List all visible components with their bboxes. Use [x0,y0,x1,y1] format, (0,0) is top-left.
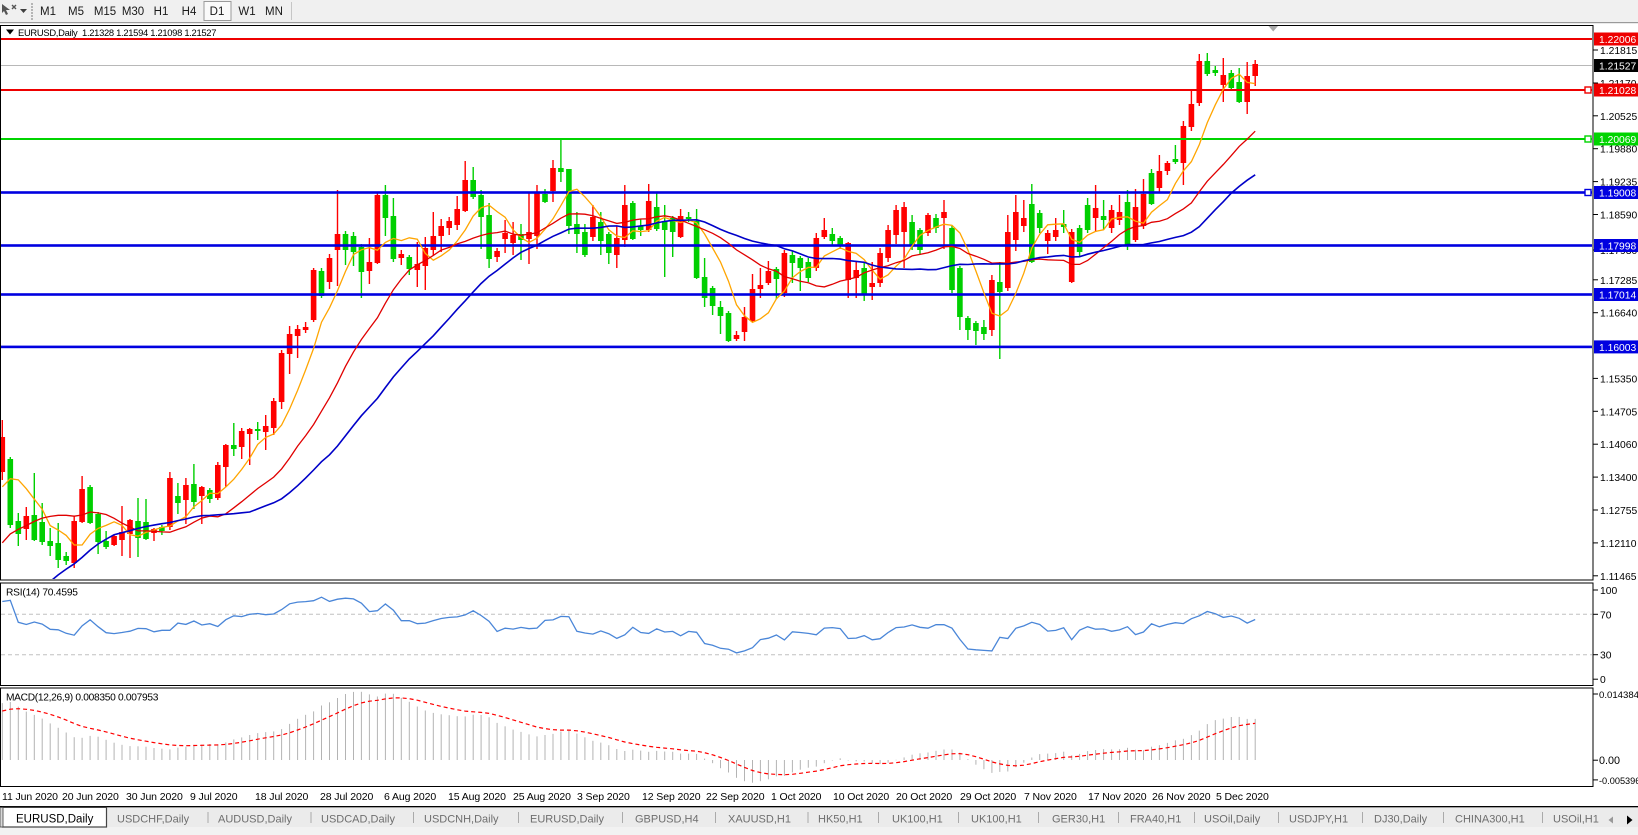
svg-text:USDCAD,Daily: USDCAD,Daily [321,814,395,826]
svg-text:H4: H4 [182,6,197,18]
svg-text:7 Nov 2020: 7 Nov 2020 [1024,791,1077,803]
svg-text:1.16003: 1.16003 [1599,343,1636,354]
svg-text:GBPUSD,H4: GBPUSD,H4 [635,814,699,826]
svg-text:29 Oct 2020: 29 Oct 2020 [960,791,1016,803]
svg-text:1.17285: 1.17285 [1600,276,1637,287]
svg-text:1.20069: 1.20069 [1599,135,1636,146]
svg-text:1.20525: 1.20525 [1600,112,1637,123]
svg-text:M15: M15 [94,6,116,18]
svg-text:1.19008: 1.19008 [1599,189,1636,200]
svg-text:1.22006: 1.22006 [1599,35,1636,46]
svg-text:UK100,H1: UK100,H1 [971,814,1022,826]
svg-text:30 Jun 2020: 30 Jun 2020 [126,791,183,803]
svg-text:0.00: 0.00 [1599,755,1620,767]
svg-text:1.12755: 1.12755 [1600,506,1637,517]
svg-text:1.14060: 1.14060 [1600,440,1637,451]
svg-text:5 Dec 2020: 5 Dec 2020 [1216,791,1269,803]
svg-text:EURUSD,Daily 1.21328 1.21594: EURUSD,Daily 1.21328 1.21594 1.21098 1.2… [18,27,216,38]
svg-text:H1: H1 [154,6,169,18]
svg-text:1.15350: 1.15350 [1600,374,1637,385]
svg-text:-0.005396: -0.005396 [1599,776,1638,786]
svg-text:1.13400: 1.13400 [1600,473,1637,484]
svg-text:EURUSD,Daily: EURUSD,Daily [530,814,604,826]
svg-text:1.16640: 1.16640 [1600,309,1637,320]
svg-text:6 Aug 2020: 6 Aug 2020 [384,791,436,803]
svg-text:GER30,H1: GER30,H1 [1052,814,1105,826]
svg-text:17 Nov 2020: 17 Nov 2020 [1088,791,1147,803]
svg-text:USOil,H1: USOil,H1 [1553,814,1599,826]
svg-text:1.19235: 1.19235 [1600,178,1637,189]
svg-text:MACD(12,26,9) 0.008350 0.00795: MACD(12,26,9) 0.008350 0.007953 [6,693,159,704]
svg-text:1.12110: 1.12110 [1600,539,1637,550]
svg-text:USOil,Daily: USOil,Daily [1204,814,1261,826]
svg-text:AUDUSD,Daily: AUDUSD,Daily [218,814,292,826]
svg-text:15 Aug 2020: 15 Aug 2020 [448,791,506,803]
svg-text:10 Oct 2020: 10 Oct 2020 [833,791,889,803]
svg-text:22 Sep 2020: 22 Sep 2020 [706,791,765,803]
svg-text:11 Jun 2020: 11 Jun 2020 [2,791,58,803]
svg-text:RSI(14) 70.4595: RSI(14) 70.4595 [6,588,78,599]
svg-text:1.18590: 1.18590 [1600,211,1637,222]
svg-text:70: 70 [1600,610,1612,621]
svg-text:CHINA300,H1: CHINA300,H1 [1455,814,1525,826]
svg-text:100: 100 [1600,586,1617,597]
svg-text:UK100,H1: UK100,H1 [892,814,943,826]
svg-text:3 Sep 2020: 3 Sep 2020 [577,791,630,803]
svg-text:EURUSD,Daily: EURUSD,Daily [16,814,94,826]
svg-text:M1: M1 [40,6,56,18]
svg-text:18 Jul 2020: 18 Jul 2020 [255,791,308,803]
svg-text:1.21527: 1.21527 [1599,62,1636,73]
svg-text:USDCNH,Daily: USDCNH,Daily [424,814,499,826]
svg-text:26 Nov 2020: 26 Nov 2020 [1152,791,1211,803]
svg-text:1.19880: 1.19880 [1600,145,1637,156]
svg-text:D1: D1 [210,6,225,18]
svg-text:20 Oct 2020: 20 Oct 2020 [896,791,952,803]
svg-text:DJ30,Daily: DJ30,Daily [1374,814,1428,826]
svg-text:1 Oct 2020: 1 Oct 2020 [771,791,822,803]
svg-text:0.014384: 0.014384 [1599,690,1638,701]
svg-text:USDCHF,Daily: USDCHF,Daily [117,814,190,826]
svg-text:1.21028: 1.21028 [1599,86,1636,97]
svg-text:0: 0 [1600,675,1606,686]
svg-text:30: 30 [1600,651,1612,662]
svg-text:1.14705: 1.14705 [1600,407,1637,418]
svg-text:XAUUSD,H1: XAUUSD,H1 [728,814,791,826]
svg-text:MN: MN [265,6,283,18]
svg-text:1.21815: 1.21815 [1600,46,1637,57]
svg-text:M30: M30 [122,6,144,18]
svg-text:W1: W1 [238,6,255,18]
svg-text:1.11465: 1.11465 [1600,572,1637,583]
svg-text:M5: M5 [68,6,84,18]
svg-text:1.17014: 1.17014 [1599,291,1636,302]
svg-text:HK50,H1: HK50,H1 [818,814,863,826]
svg-text:1.17998: 1.17998 [1599,242,1636,253]
svg-text:9 Jul 2020: 9 Jul 2020 [190,791,238,803]
svg-text:20 Jun 2020: 20 Jun 2020 [62,791,119,803]
svg-text:25 Aug 2020: 25 Aug 2020 [513,791,571,803]
svg-text:28 Jul 2020: 28 Jul 2020 [320,791,373,803]
svg-text:12 Sep 2020: 12 Sep 2020 [642,791,701,803]
svg-text:USDJPY,H1: USDJPY,H1 [1289,814,1348,826]
svg-text:FRA40,H1: FRA40,H1 [1130,814,1181,826]
